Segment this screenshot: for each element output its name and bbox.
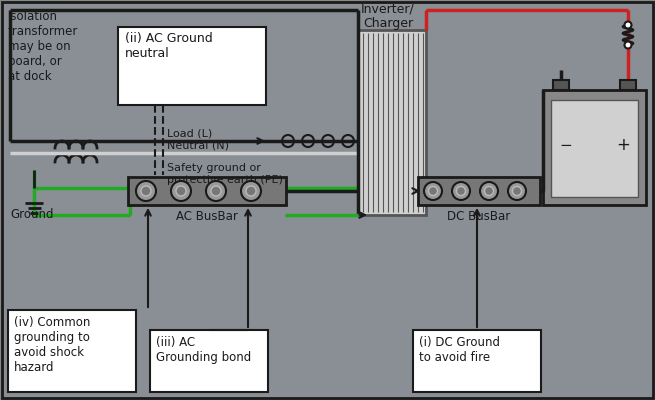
Text: Isolation
transformer
may be on
board, or
at dock: Isolation transformer may be on board, o… (8, 10, 79, 83)
Bar (418, 177, 540, 205)
Text: DC BusBar: DC BusBar (447, 210, 511, 223)
Text: (i) DC Ground
to avoid fire: (i) DC Ground to avoid fire (419, 336, 500, 364)
Circle shape (624, 42, 631, 48)
Text: Load (L): Load (L) (167, 128, 212, 138)
Bar (543, 90, 646, 205)
Circle shape (206, 181, 226, 201)
Text: (iv) Common
grounding to
avoid shock
hazard: (iv) Common grounding to avoid shock haz… (14, 316, 90, 374)
Bar (128, 177, 286, 205)
Circle shape (508, 182, 526, 200)
Text: AC BusBar: AC BusBar (176, 210, 238, 223)
Circle shape (141, 186, 151, 196)
Circle shape (457, 186, 466, 196)
Text: +: + (616, 136, 630, 154)
Circle shape (246, 186, 256, 196)
Circle shape (624, 22, 631, 28)
Text: −: − (559, 138, 572, 152)
Circle shape (241, 181, 261, 201)
Bar (413, 330, 541, 392)
Bar (620, 80, 636, 90)
Circle shape (211, 186, 221, 196)
Circle shape (176, 186, 186, 196)
Circle shape (171, 181, 191, 201)
Bar (551, 100, 638, 197)
Bar (118, 27, 266, 105)
Circle shape (512, 186, 521, 196)
Circle shape (480, 182, 498, 200)
Circle shape (485, 186, 493, 196)
Text: (ii) AC Ground
neutral: (ii) AC Ground neutral (125, 32, 213, 60)
Text: Inverter/
Charger: Inverter/ Charger (361, 2, 415, 30)
Text: Ground: Ground (10, 208, 54, 222)
Bar (8, 310, 136, 392)
Bar (553, 80, 569, 90)
Text: Neutral (N): Neutral (N) (167, 140, 229, 150)
Text: Safety ground or
protective earth (PE): Safety ground or protective earth (PE) (167, 163, 283, 185)
Circle shape (136, 181, 156, 201)
Bar (358, 30, 426, 215)
Circle shape (428, 186, 438, 196)
Text: (iii) AC
Grounding bond: (iii) AC Grounding bond (156, 336, 252, 364)
Bar (150, 330, 268, 392)
Circle shape (424, 182, 442, 200)
Circle shape (452, 182, 470, 200)
